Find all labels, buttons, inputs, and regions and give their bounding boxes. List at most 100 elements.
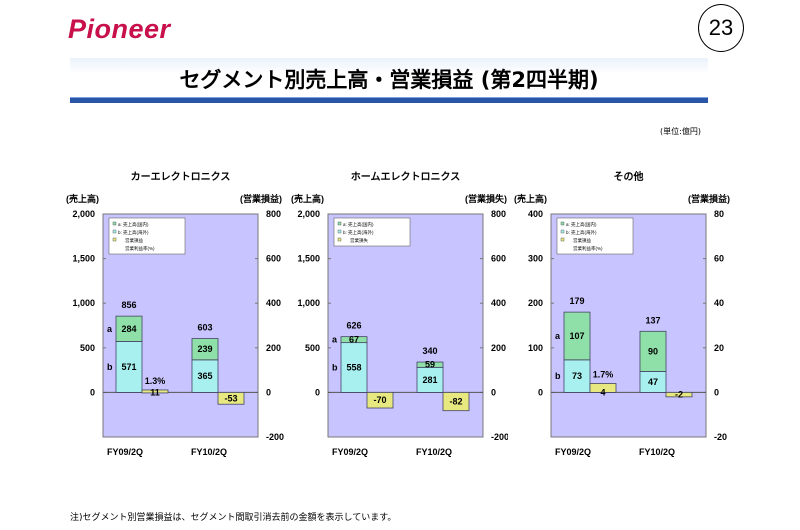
y-tick-label: 500 (305, 343, 320, 353)
margin-label: 1.7% (593, 369, 614, 379)
unit-label: (単位:億円) (660, 127, 701, 136)
legend-box (108, 217, 186, 255)
y2-tick-label: 0 (714, 387, 719, 397)
domestic-label: 67 (349, 335, 359, 345)
y-tick-label: 300 (528, 254, 543, 264)
domestic-label: 59 (425, 360, 435, 370)
y2-tick-label: 600 (266, 254, 281, 264)
y2-tick-label: 80 (714, 209, 724, 219)
bar-operating-income (589, 383, 617, 393)
right-axis-label: (営業損失) (465, 193, 507, 204)
segment-letter-a: a (332, 335, 338, 345)
y2-tick-label: 600 (491, 254, 506, 264)
domestic-label: 107 (569, 331, 584, 341)
right-axis-label: (営業損益) (688, 193, 730, 204)
operating-income-label: 11 (150, 387, 160, 397)
y-tick-label: 400 (528, 209, 543, 219)
operating-income-label: -2 (675, 390, 683, 400)
y2-tick-label: 0 (491, 387, 496, 397)
bar-domestic (340, 336, 368, 344)
legend-label: b: 売上高(海外) (566, 229, 597, 236)
overseas-label: 73 (572, 371, 582, 381)
bar-operating-income (442, 391, 470, 412)
y-tick-label: 500 (80, 343, 95, 353)
legend-label: 営業損失 (350, 237, 368, 244)
legend-label: 営業利益率(%) (125, 245, 155, 252)
y2-tick-label: 200 (266, 343, 281, 353)
y-tick-label: 2,000 (297, 209, 320, 219)
bar-operating-income (665, 391, 693, 398)
bar-domestic (191, 338, 219, 361)
y-tick-label: 1,000 (297, 298, 320, 308)
bar-overseas (115, 341, 143, 393)
legend-label: a: 売上高(国内) (566, 221, 597, 228)
x-category-label: FY10/2Q (191, 447, 227, 457)
overseas-label: 281 (422, 375, 437, 385)
segment-letter-b: b (555, 371, 561, 381)
domestic-label: 284 (121, 324, 136, 334)
domestic-label: 239 (197, 344, 212, 354)
y-tick-label: 200 (528, 298, 543, 308)
y2-tick-label: 40 (714, 298, 724, 308)
footnote: 注)セグメント別営業損益は、セグメント間取引消去前の金額を表示しています。 (70, 513, 397, 523)
legend-label: 営業損益 (125, 237, 143, 244)
segment-letter-a: a (555, 331, 561, 341)
overseas-label: 558 (346, 363, 361, 373)
bar-domestic (416, 361, 444, 368)
segment-letter-b: b (332, 363, 338, 373)
total-label: 179 (569, 296, 584, 306)
operating-income-label: -53 (224, 393, 237, 403)
pioneer-logo: Pioneer (68, 14, 171, 44)
y2-tick-label: -200 (266, 432, 284, 442)
x-category-label: FY10/2Q (639, 447, 675, 457)
y2-tick-label: -200 (491, 432, 508, 442)
chart-car-electronics: カーエレクトロニクス (売上高) (営業損益) 2,000 1,500 1,000 500 0… (66, 171, 284, 457)
legend-label: b: 売上高(海外) (118, 229, 149, 236)
bar-operating-income (366, 391, 394, 409)
left-axis-label: (売上高) (291, 193, 324, 204)
y2-tick-label: -20 (714, 432, 727, 442)
total-label: 626 (346, 321, 361, 331)
bar-domestic (563, 311, 591, 361)
domestic-label: 90 (648, 346, 658, 356)
legend-swatch (337, 221, 342, 226)
bar-operating-income (141, 389, 169, 394)
legend-box (333, 217, 411, 247)
y2-tick-label: 200 (491, 343, 506, 353)
x-category-label: FY09/2Q (332, 447, 368, 457)
chart-others: その他(売上高) (営業損益)4003002001000806040200-20a… (514, 170, 730, 457)
right-axis-label: (営業損益) (240, 193, 282, 204)
y-tick-label: 1,500 (72, 254, 95, 264)
operating-income-label: -82 (449, 397, 462, 407)
left-axis-label: (売上高) (66, 193, 99, 204)
y2-tick-label: 400 (491, 298, 506, 308)
bar-overseas (563, 359, 591, 393)
legend-swatch (560, 229, 565, 234)
y2-tick-label: 800 (266, 209, 281, 219)
overseas-label: 365 (197, 371, 212, 381)
y-tick-label: 0 (90, 387, 95, 397)
x-category-label: FY10/2Q (416, 447, 452, 457)
chart-title: その他 (614, 170, 644, 183)
x-category-label: FY09/2Q (555, 447, 591, 457)
total-label: 603 (197, 323, 212, 333)
total-label: 137 (645, 315, 660, 325)
y2-tick-label: 800 (491, 209, 506, 219)
bar-domestic (639, 330, 667, 372)
legend-swatch (560, 221, 565, 226)
y-tick-label: 2,000 (72, 209, 95, 219)
operating-income-label: 4 (600, 387, 605, 397)
overseas-label: 571 (121, 362, 136, 372)
y2-tick-label: 0 (266, 387, 271, 397)
y2-tick-label: 20 (714, 343, 724, 353)
y-tick-label: 1,500 (297, 254, 320, 264)
segment-letter-b: b (107, 362, 113, 372)
page-number: 23 (698, 4, 744, 52)
y-tick-label: 100 (528, 343, 543, 353)
x-category-label: FY09/2Q (107, 447, 143, 457)
legend-swatch (112, 221, 117, 226)
bar-overseas (340, 342, 368, 393)
chart-title: カーエレクトロニクス (131, 171, 231, 183)
legend-swatch (112, 237, 117, 242)
bar-domestic (115, 315, 143, 342)
